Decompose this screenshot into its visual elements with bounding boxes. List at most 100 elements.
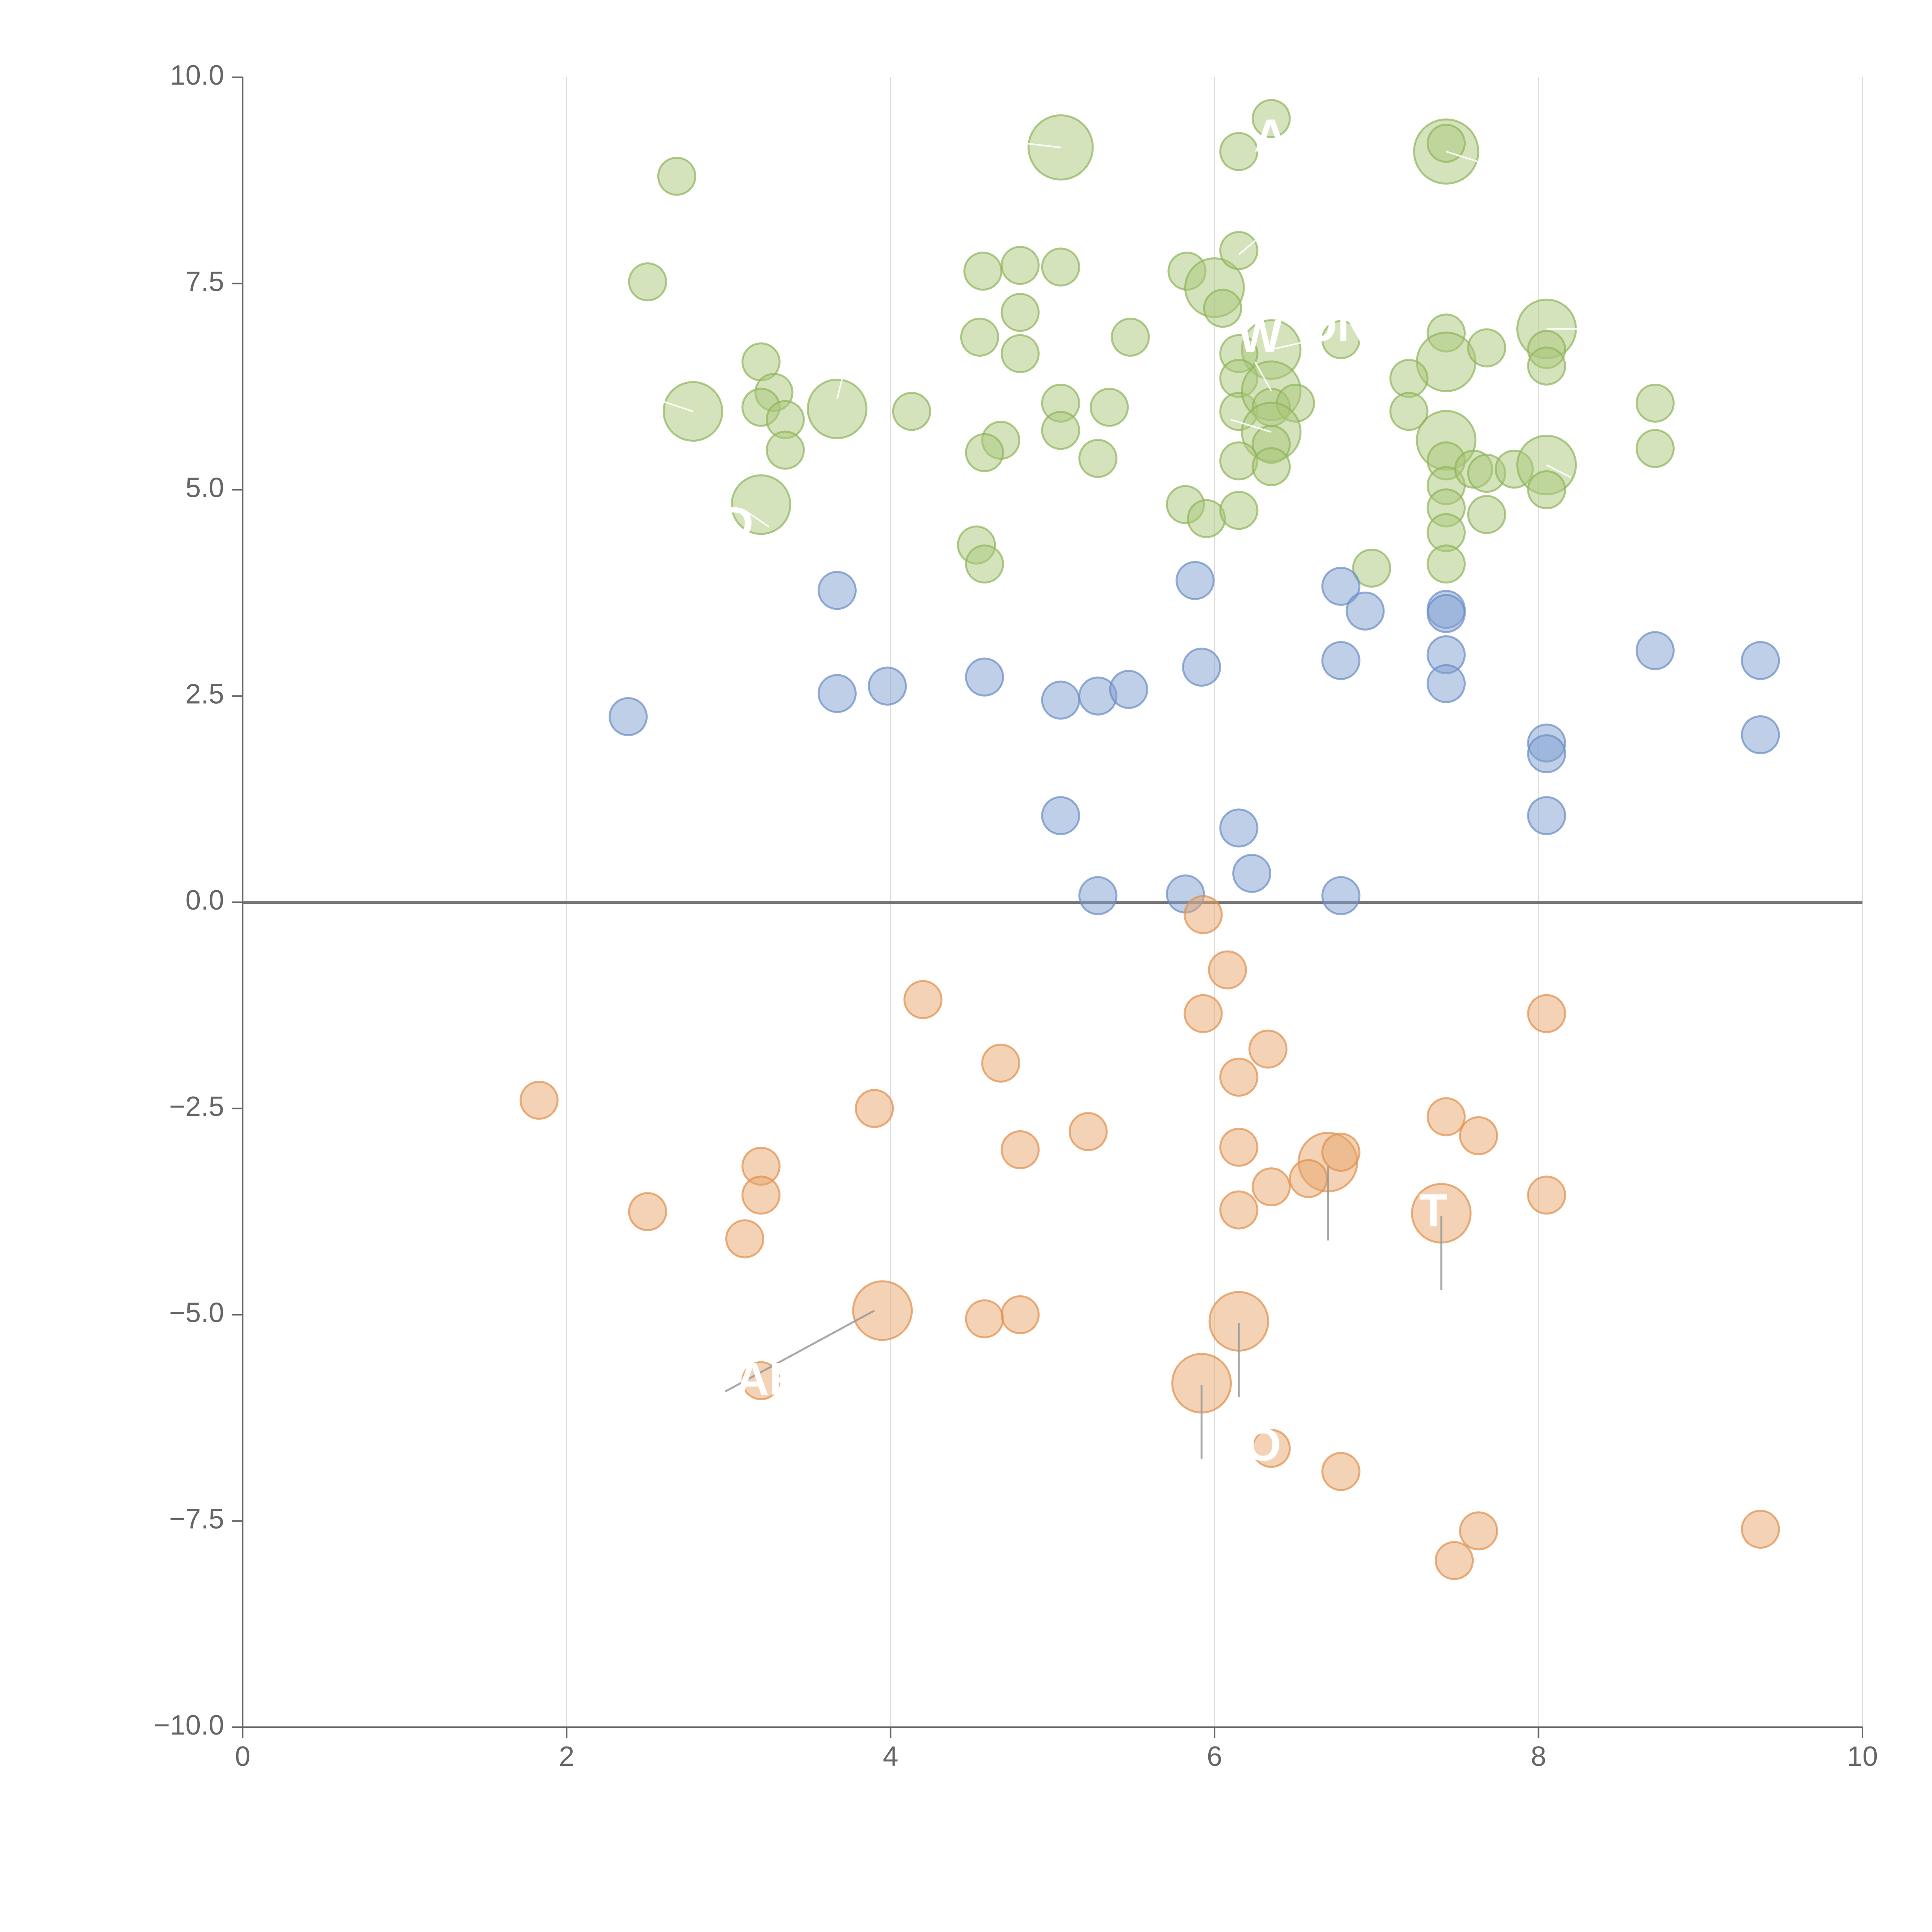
leader-line [1238, 233, 1264, 255]
green-point [1635, 429, 1675, 468]
orange-point [1527, 994, 1566, 1033]
y-tick-label: 7.5 [185, 266, 224, 297]
green-point [960, 318, 999, 357]
orange-point [1435, 1541, 1474, 1580]
orange-point [1459, 1116, 1498, 1155]
green-point [1219, 132, 1259, 171]
orange-point [741, 1175, 781, 1215]
callout-label: AN [1254, 110, 1321, 162]
leader-line [655, 398, 694, 412]
orange-point [1219, 1190, 1259, 1230]
green-point [628, 262, 667, 301]
orange-point [1184, 994, 1223, 1033]
callout-label: D [720, 497, 753, 549]
blue-point [817, 571, 857, 610]
green-point [1252, 99, 1291, 138]
leader-line [744, 510, 770, 528]
orange-point [965, 1299, 1004, 1338]
y-tick-label: −10.0 [154, 1710, 224, 1741]
callout-label: O [1245, 1419, 1281, 1471]
axes-layer: −10.0 −7.5 −5.0 −2.5 0.0 2.5 5.0 7.5 10.0 0 2 4 6 8 10 [154, 60, 1878, 1772]
blue-point [1321, 566, 1361, 606]
orange-point [1741, 1510, 1780, 1549]
orange-point [1219, 1128, 1259, 1167]
y-tick-label: −5.0 [169, 1298, 224, 1328]
callout-label: ON [1301, 299, 1371, 351]
green-point [1000, 293, 1040, 332]
green-point [1187, 499, 1226, 538]
orange-point [1289, 1159, 1328, 1198]
callout-label: AR [736, 1353, 803, 1405]
blue-point [1741, 715, 1780, 755]
green-point [807, 378, 867, 439]
green-point [1000, 246, 1040, 285]
orange-point [519, 1080, 559, 1120]
leader-line [1546, 464, 1571, 478]
y-tick-label: 0.0 [185, 885, 224, 916]
blue-point [1741, 641, 1780, 680]
orange-point [852, 1280, 913, 1341]
blue-point [1427, 664, 1466, 703]
green-point [1203, 289, 1242, 328]
blue-point [1345, 591, 1385, 631]
x-tick-label: 8 [1531, 1741, 1546, 1772]
blue-point [1232, 854, 1272, 893]
green-point [1527, 346, 1566, 386]
orange-point [1208, 950, 1247, 990]
green-point [1389, 359, 1429, 398]
green-point [1427, 544, 1466, 584]
blue-point [1041, 680, 1080, 720]
y-tick-label: 10.0 [170, 60, 224, 91]
blue-point [1219, 808, 1259, 848]
orange-point [1000, 1130, 1040, 1169]
green-point [1111, 318, 1150, 357]
labels-layer: AN E W ON D AR T O [720, 110, 1447, 1471]
orange-point [1459, 1511, 1498, 1551]
orange-point [1248, 1029, 1288, 1069]
orange-point [1321, 1452, 1361, 1491]
orange-point [855, 1089, 894, 1128]
green-point [1027, 114, 1094, 181]
green-point [965, 544, 1004, 584]
orange-point [1219, 1058, 1259, 1097]
orange-point [981, 1043, 1020, 1083]
orange-point [1527, 1175, 1566, 1215]
orange-point [1000, 1295, 1040, 1334]
blue-point [867, 667, 907, 706]
leader-line [1254, 361, 1272, 391]
blue-point [1175, 561, 1215, 600]
orange-point [1321, 1133, 1361, 1172]
green-point [1321, 320, 1361, 359]
blue-point [609, 697, 648, 736]
leader-line [836, 366, 846, 400]
leader-line [1230, 419, 1272, 433]
x-tick-label: 4 [883, 1741, 898, 1772]
green-point [965, 433, 1004, 472]
green-point [963, 252, 1003, 291]
leader-line [1271, 338, 1315, 350]
points-layer [519, 99, 1780, 1580]
y-tick-label: −7.5 [169, 1503, 224, 1534]
orange-point [741, 1361, 781, 1400]
callout-label: E [1175, 308, 1206, 359]
leader-line [725, 1310, 875, 1393]
green-point [1427, 124, 1466, 163]
green-point [1219, 441, 1259, 481]
green-point [1219, 491, 1259, 530]
green-point [1635, 383, 1675, 423]
blue-point [1182, 648, 1221, 687]
green-point [1000, 334, 1040, 373]
green-point [1352, 548, 1391, 588]
callout-label: T [1419, 1185, 1447, 1236]
blue-point [1427, 594, 1466, 633]
blue-point [1078, 876, 1117, 915]
orange-point [1252, 1167, 1291, 1207]
orange-point [1252, 1429, 1291, 1468]
y-tick-label: −2.5 [169, 1091, 224, 1122]
orange-point [1068, 1112, 1108, 1151]
green-point [731, 474, 791, 535]
blue-point [965, 657, 1004, 697]
orange-point [1184, 895, 1223, 934]
x-tick-label: 6 [1207, 1741, 1222, 1772]
